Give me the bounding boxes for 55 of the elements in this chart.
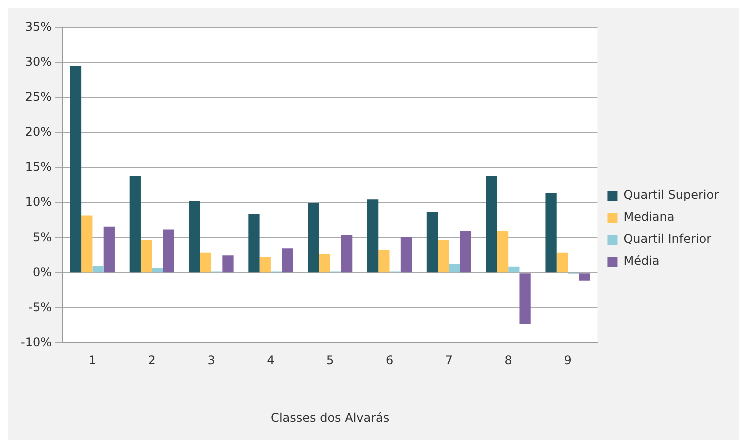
bar: [319, 254, 330, 273]
x-axis-title: Classes dos Alvarás: [271, 410, 390, 425]
y-tick-label: 35%: [25, 20, 52, 34]
y-tick-label: 5%: [32, 230, 52, 244]
bar: [92, 266, 104, 273]
bar: [152, 268, 164, 273]
y-tick-label: 20%: [25, 125, 52, 140]
bar: [460, 231, 472, 273]
bar: [341, 235, 353, 273]
legend-label: Média: [624, 254, 660, 268]
bar: [546, 193, 557, 273]
x-tick-label: 4: [267, 354, 275, 368]
bar: [367, 200, 379, 273]
legend-label: Mediana: [624, 210, 675, 224]
bar: [222, 256, 234, 273]
y-tick-label: -5%: [28, 300, 52, 314]
x-tick-label: 1: [88, 354, 97, 368]
legend-label: Quartil Superior: [624, 188, 720, 202]
bar: [438, 240, 450, 273]
y-tick-label: 30%: [25, 55, 52, 70]
bar: [200, 252, 212, 273]
bar: [579, 274, 590, 281]
x-tick-label: 7: [445, 354, 453, 368]
bar: [556, 252, 568, 273]
bar: [130, 176, 141, 273]
bar: [82, 216, 93, 273]
bar: [449, 264, 460, 273]
x-tick-label: 6: [386, 354, 394, 368]
bar: [189, 201, 200, 273]
bar: [497, 231, 509, 273]
y-tick-label: 10%: [25, 195, 52, 210]
bar: [260, 257, 271, 273]
x-tick-label: 9: [564, 354, 572, 368]
x-tick-label: 8: [504, 354, 512, 368]
bar: [426, 212, 438, 273]
x-tick-label: 5: [326, 354, 334, 368]
x-tick-label: 3: [208, 354, 216, 368]
y-tick-label: -10%: [20, 335, 52, 350]
bar: [70, 66, 82, 273]
bar: [378, 250, 390, 273]
y-tick-label: 15%: [25, 160, 52, 174]
x-tick-label: 2: [148, 354, 156, 368]
bar: [486, 176, 498, 273]
y-tick-label: 0%: [32, 265, 52, 280]
bar: [163, 230, 174, 273]
bar: [508, 266, 520, 273]
y-tick-label: 25%: [25, 90, 52, 104]
legend-label: Quartil Inferior: [624, 232, 712, 246]
bar: [248, 214, 260, 273]
bar: [520, 274, 531, 324]
bar: [308, 203, 320, 273]
bar: [104, 226, 115, 273]
bar: [282, 248, 294, 273]
bar: [140, 240, 152, 273]
bar: [400, 237, 412, 273]
